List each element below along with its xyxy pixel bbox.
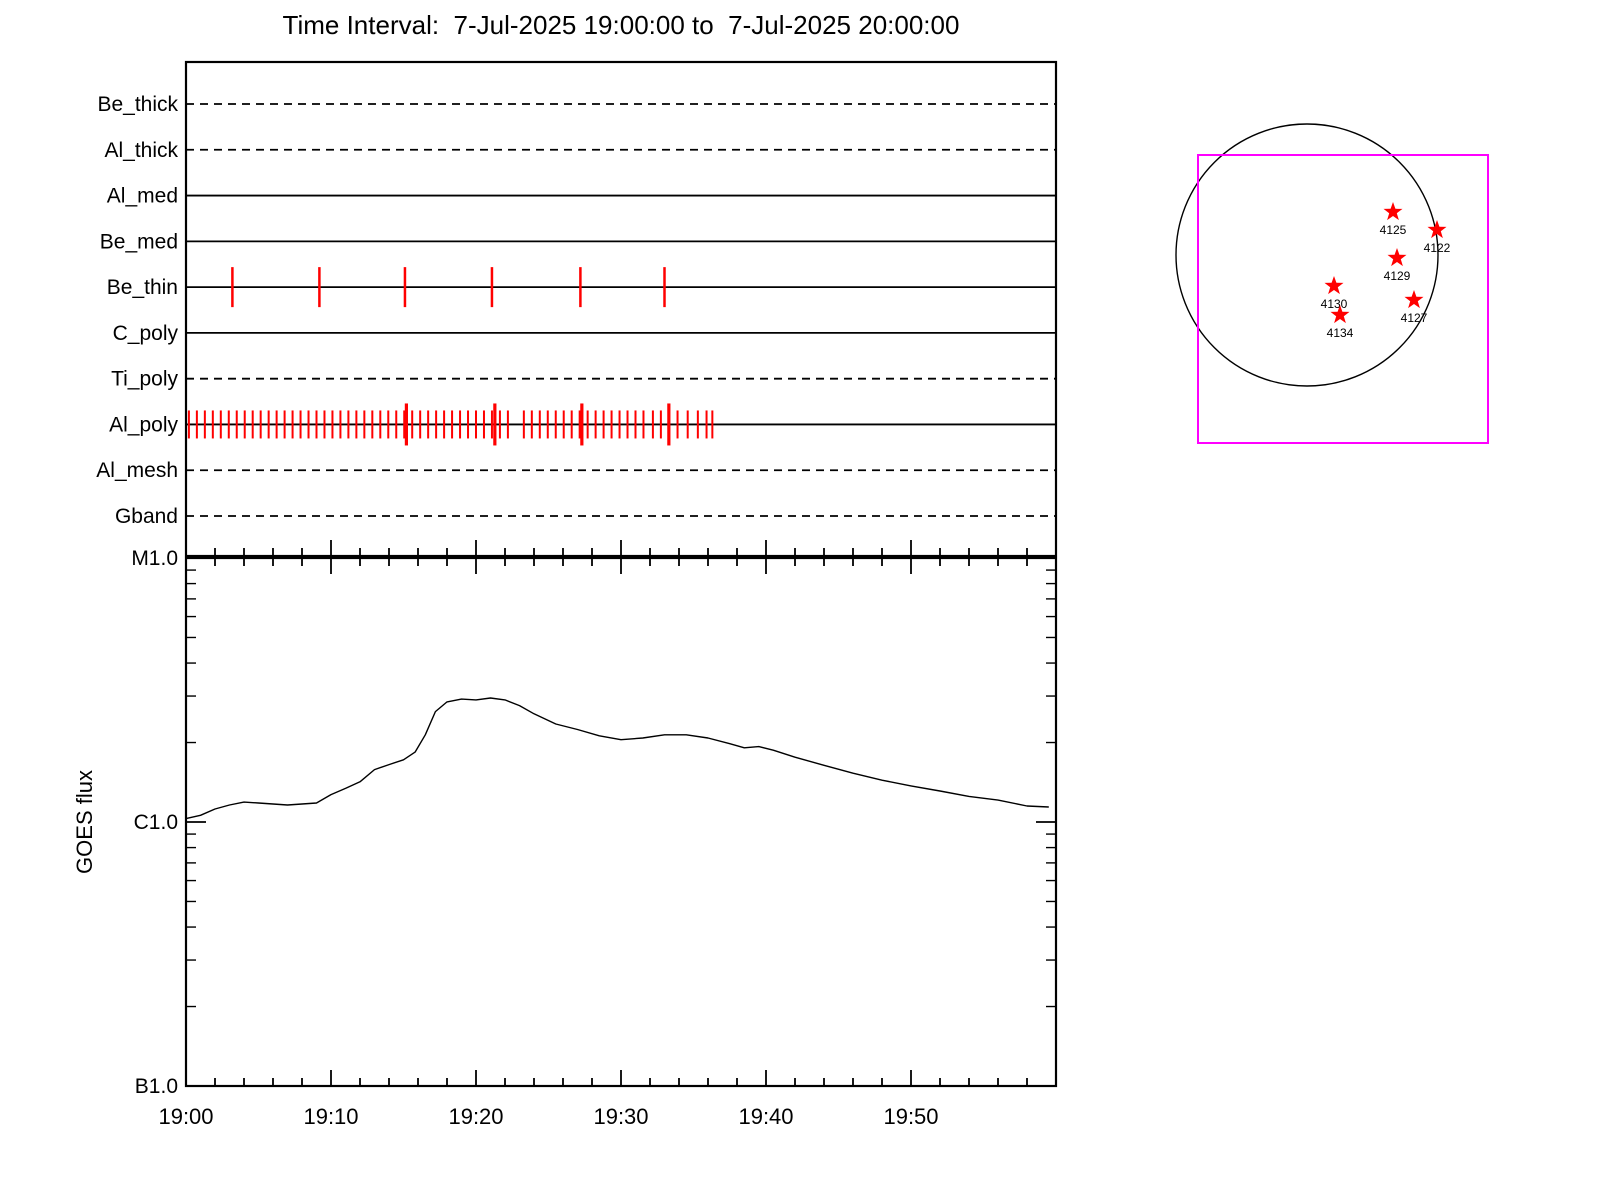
goes-ytick-label: B1.0 [135, 1075, 178, 1098]
active-region-star [1387, 248, 1407, 267]
active-region-star [1330, 305, 1350, 324]
goes-ytick-label: M1.0 [131, 547, 178, 570]
filter-row-label: Be_thin [107, 276, 178, 299]
filter-row-label: Al_thick [104, 139, 178, 162]
filter-row-label: Gband [115, 505, 178, 528]
active-region-label: 4129 [1384, 269, 1411, 283]
filter-timeline-chart: Be_thick Al_thick Al_med Be_med Be_thin C_pol… [96, 60, 1058, 558]
active-region-label: 4127 [1401, 311, 1428, 325]
filter-row-label: C_poly [113, 322, 179, 345]
filter-row-label: Al_mesh [96, 459, 178, 482]
goes-panel-frame [184, 556, 1058, 1088]
goes-xtick-label: 19:40 [738, 1104, 793, 1129]
filter-row-label: Be_thick [97, 93, 178, 116]
filter-row-label: Al_med [107, 185, 178, 208]
filter-row-label: Al_poly [109, 413, 178, 436]
active-region-star [1383, 202, 1403, 221]
active-region-star [1404, 290, 1424, 309]
goes-flux-axis-label: GOES flux [72, 770, 97, 874]
filter-time-axis-ticks [185, 540, 1057, 556]
solar-disk-map: 4125 4122 4129 4130 4127 4134 [1175, 123, 1489, 444]
fov-box [1197, 154, 1489, 444]
filter-panel-frame [184, 60, 1058, 558]
goes-xtick-label: 19:20 [448, 1104, 503, 1129]
goes-ytick-label: C1.0 [134, 811, 178, 834]
goes-flux-curve [185, 697, 1049, 820]
goes-flux-chart: M1.0 C1.0 B1.0 19:00 19:10 19:20 19:30 19:40 19:… [72, 547, 1058, 1129]
active-region-label: 4130 [1321, 297, 1348, 311]
active-region-label: 4122 [1424, 241, 1451, 255]
page-title: Time Interval: 7-Jul-2025 19:00:00 to 7-… [282, 10, 960, 40]
goes-xtick-label: 19:10 [303, 1104, 358, 1129]
active-region-label: 4125 [1380, 223, 1407, 237]
filter-row-label: Ti_poly [111, 368, 178, 391]
goes-xtick-label: 19:30 [593, 1104, 648, 1129]
goes-xtick-label: 19:50 [883, 1104, 938, 1129]
goes-xtick-label: 19:00 [158, 1104, 213, 1129]
active-region-star [1324, 276, 1344, 295]
active-region-label: 4134 [1327, 326, 1354, 340]
solar-limb-circle [1175, 123, 1439, 387]
filter-row-label: Be_med [100, 230, 178, 253]
active-region-star [1427, 220, 1447, 239]
